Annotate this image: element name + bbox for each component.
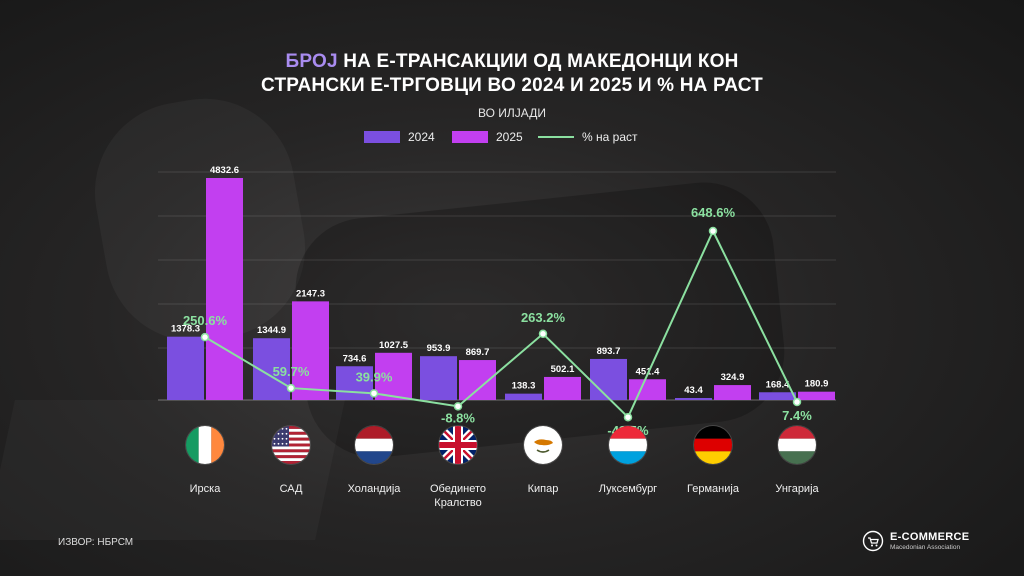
- data-label-2025: 2147.3: [296, 288, 325, 299]
- bar-2025: [629, 379, 666, 400]
- country-label-line: Германија: [687, 483, 739, 495]
- country-label-line: Кипар: [527, 483, 559, 495]
- usa-flag-icon: [272, 426, 310, 464]
- growth-label: 263.2%: [521, 310, 566, 325]
- germany-flag-icon: [694, 426, 732, 464]
- bar-2025: [459, 360, 496, 400]
- growth-point: [623, 412, 633, 422]
- bar-2025: [544, 376, 581, 400]
- chart-title: БРОЈ НА Е-ТРАНСАКЦИИ ОД МАКЕДОНЦИ КОН: [0, 50, 1024, 74]
- data-label-2025: 1027.5: [379, 340, 409, 351]
- data-label-2024: 168.4: [766, 379, 790, 390]
- hungary-flag-icon: [778, 426, 816, 464]
- cart-logo-icon: [862, 530, 884, 552]
- luxembourg-flag-icon: [609, 426, 647, 464]
- growth-point: [792, 397, 802, 407]
- country-label-line: САД: [279, 483, 303, 495]
- legend-item-2025: 2025: [452, 130, 523, 144]
- bar-2024: [675, 398, 712, 400]
- title-accent: БРОЈ: [285, 51, 338, 72]
- data-label-2025: 180.9: [805, 379, 829, 390]
- logo-text: E-COMMERCE Macedonian Association: [890, 531, 969, 552]
- country-label-line: Холандија: [347, 483, 401, 495]
- title-line1: НА Е-ТРАНСАКЦИИ ОД МАКЕДОНЦИ КОН: [337, 51, 739, 72]
- country-label-line: Луксембург: [598, 483, 658, 495]
- legend-label-growth: % на раст: [582, 130, 638, 144]
- legend-swatch-2024: [364, 131, 400, 143]
- growth-label: 39.9%: [356, 369, 393, 384]
- data-label-2024: 138.3: [512, 381, 536, 392]
- country-label: Германија: [668, 482, 758, 496]
- growth-label: 250.6%: [183, 313, 228, 328]
- ireland-flag-icon: [186, 426, 224, 464]
- chart-subtitle: ВО ИЛЈАДИ: [478, 106, 546, 120]
- logo-name: E-COMMERCE: [890, 530, 970, 543]
- country-label: Кипар: [498, 482, 588, 496]
- netherlands-flag-icon: [355, 426, 393, 464]
- source-note: ИЗВОР: НБРСМ: [58, 537, 134, 548]
- country-label: САД: [246, 482, 336, 496]
- data-label-2024: 1378.3: [171, 324, 200, 335]
- data-label-2024: 893.7: [597, 346, 621, 357]
- country-label-line: Ирска: [189, 483, 221, 495]
- growth-point: [708, 226, 718, 236]
- growth-point: [200, 332, 210, 342]
- bar-2025: [375, 352, 412, 400]
- growth-point: [453, 402, 463, 411]
- country-label-line: Унгарија: [775, 483, 819, 495]
- legend-item-2024: 2024: [364, 130, 435, 144]
- country-label: Луксембург: [583, 482, 673, 496]
- data-label-2024: 43.4: [684, 385, 703, 396]
- bar-2024: [505, 393, 542, 400]
- data-label-2024: 953.9: [427, 343, 451, 354]
- logo-subtitle: Macedonian Association: [890, 543, 961, 551]
- data-label-2025: 502.1: [551, 364, 575, 375]
- growth-label: 7.4%: [782, 408, 812, 423]
- country-label: Обединето Кралство: [413, 482, 503, 510]
- growth-label: 648.6%: [691, 205, 736, 220]
- bar-2025: [292, 301, 329, 400]
- growth-label: 59.7%: [273, 364, 310, 379]
- bar-2024: [420, 356, 457, 400]
- data-label-2024: 734.6: [343, 353, 367, 364]
- legend-item-growth: % на раст: [538, 130, 637, 144]
- bar-2024: [590, 358, 627, 400]
- country-label: Унгарија: [752, 482, 842, 496]
- bar-2024: [759, 392, 796, 400]
- uk-flag-icon: [439, 426, 477, 464]
- legend-label-2025: 2025: [496, 130, 523, 144]
- data-label-2024: 1344.9: [257, 325, 286, 336]
- bar-2025: [206, 178, 243, 400]
- data-label-2025: 4832.6: [210, 165, 239, 176]
- country-label: Холандија: [329, 482, 419, 496]
- legend-label-2024: 2024: [408, 130, 435, 144]
- growth-line: [204, 228, 798, 419]
- data-label-2025: 869.7: [466, 347, 490, 358]
- growth-point: [369, 389, 379, 398]
- legend-swatch-2025: [452, 131, 488, 143]
- bar-2025: [714, 385, 751, 400]
- brand-logo: E-COMMERCE Macedonian Association: [862, 530, 969, 552]
- growth-point: [538, 329, 548, 339]
- data-label-2025: 324.9: [721, 372, 745, 383]
- growth-point: [286, 383, 296, 393]
- country-label: Ирска: [160, 482, 250, 496]
- bar-2025: [798, 391, 835, 400]
- growth-label: -8.8%: [441, 410, 475, 425]
- country-label-line: Кралство: [434, 497, 482, 509]
- chart-title-line2: СТРАНСКИ Е-ТРГОВЦИ ВО 2024 И 2025 И % НА…: [0, 74, 1024, 98]
- cyprus-flag-icon: [524, 426, 562, 464]
- bar-2024: [167, 336, 204, 400]
- title-line2: СТРАНСКИ Е-ТРГОВЦИ ВО 2024 И 2025 И % НА…: [261, 75, 763, 96]
- legend-swatch-growth: [538, 136, 574, 138]
- country-label-line: Обединето: [429, 483, 487, 495]
- bar-2024: [336, 366, 373, 400]
